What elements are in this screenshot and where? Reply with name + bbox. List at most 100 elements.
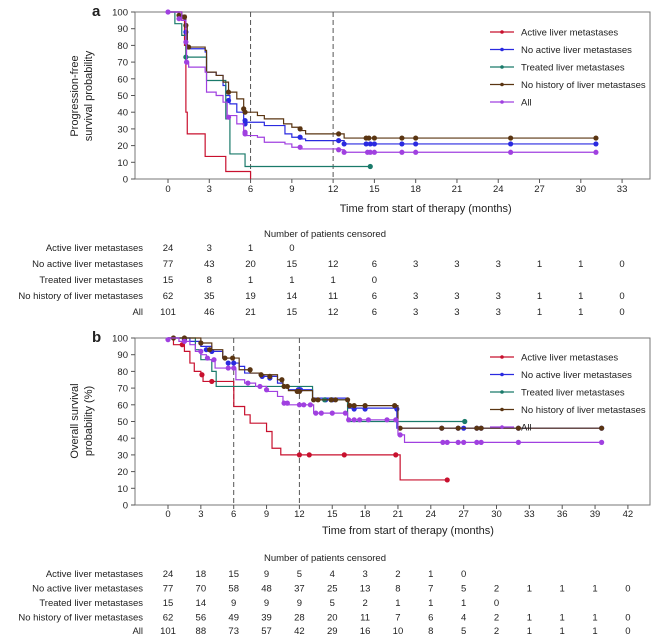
table-cell: 1	[537, 291, 542, 302]
censor-mark	[318, 410, 324, 416]
y-axis-title: Overall survival	[69, 383, 81, 458]
x-tick-label: 21	[452, 184, 463, 195]
censor-mark	[366, 135, 372, 141]
x-tick-label: 33	[617, 184, 628, 195]
table-cell: 0	[625, 613, 630, 624]
censor-mark	[365, 417, 371, 423]
table-cell: 3	[454, 259, 459, 270]
table-cell: 77	[163, 584, 174, 595]
table-cell: 1	[560, 626, 565, 637]
censor-mark	[231, 360, 237, 366]
table-cell: 12	[328, 259, 339, 270]
censor-mark	[211, 357, 217, 363]
censor-mark	[165, 9, 171, 15]
censor-mark	[367, 163, 373, 170]
censor-mark	[351, 417, 357, 423]
censor-mark	[336, 137, 342, 144]
table-cell: 15	[163, 598, 174, 609]
censor-mark	[462, 418, 468, 425]
legend-label: Treated liver metastases	[521, 63, 625, 74]
table-cell: 77	[163, 259, 174, 270]
table-cell: 6	[372, 307, 377, 318]
y-tick-label: 30	[117, 124, 128, 135]
table-cell: 0	[625, 626, 630, 637]
table-cell: 19	[245, 291, 256, 302]
table-cell: 1	[578, 307, 583, 318]
table-cell: 14	[287, 291, 298, 302]
table-cell: 42	[294, 626, 305, 637]
censor-mark	[397, 425, 403, 431]
censor-mark	[315, 397, 321, 403]
censor-mark	[296, 388, 302, 395]
x-tick-label: 15	[369, 184, 380, 195]
x-tick-label: 30	[576, 184, 587, 195]
censor-mark	[440, 439, 446, 445]
table-cell: 1	[560, 613, 565, 624]
table-cell: 1	[330, 275, 335, 286]
censor-mark	[455, 425, 461, 431]
legend-label: All	[521, 423, 532, 434]
censor-mark	[593, 149, 599, 155]
y-tick-label: 40	[117, 434, 128, 445]
table-cell: 3	[413, 291, 418, 302]
table-cell: 3	[496, 291, 501, 302]
censor-mark	[399, 141, 405, 147]
table-cell: 1	[248, 275, 253, 286]
table-cell: 3	[362, 569, 367, 580]
censor-mark	[393, 452, 399, 458]
table-row-label: All	[132, 626, 143, 637]
censor-mark	[367, 149, 373, 155]
y-tick-label: 0	[123, 501, 128, 512]
censor-mark	[336, 147, 342, 153]
x-tick-label: 42	[623, 509, 634, 520]
x-tick-label: 3	[207, 184, 212, 195]
table-cell: 1	[461, 598, 466, 609]
censor-mark	[444, 439, 450, 445]
table-cell: 10	[393, 626, 404, 637]
censor-mark	[455, 439, 461, 445]
table-cell: 0	[494, 598, 499, 609]
table-cell: 7	[395, 613, 400, 624]
censor-mark	[399, 135, 405, 141]
censor-mark	[413, 149, 419, 155]
table-cell: 49	[228, 613, 239, 624]
survival-curve	[168, 337, 448, 481]
legend-label: Active liver metastases	[521, 28, 618, 39]
table-row-label: Treated liver metastases	[39, 275, 143, 286]
y-tick-label: 60	[117, 74, 128, 85]
legend-marker	[500, 390, 504, 394]
censor-mark	[508, 135, 514, 141]
table-cell: 62	[163, 613, 174, 624]
x-tick-label: 0	[165, 184, 170, 195]
table-cell: 20	[327, 613, 338, 624]
censor-mark	[478, 439, 484, 445]
x-tick-label: 33	[524, 509, 535, 520]
table-cell: 48	[261, 584, 272, 595]
censor-mark	[347, 403, 353, 409]
table-cell: 21	[245, 307, 256, 318]
table-cell: 28	[294, 613, 305, 624]
table-cell: 6	[372, 259, 377, 270]
censor-mark	[186, 44, 192, 50]
x-tick-label: 27	[534, 184, 545, 195]
censor-mark	[515, 425, 522, 431]
y-tick-label: 10	[117, 158, 128, 169]
table-cell: 5	[330, 598, 335, 609]
table-cell: 15	[287, 307, 298, 318]
censor-mark	[297, 144, 303, 150]
table-row-label: No active liver metastases	[32, 259, 143, 270]
table-cell: 1	[592, 584, 597, 595]
x-tick-label: 0	[165, 509, 170, 520]
table-row-label: Active liver metastases	[46, 243, 143, 254]
censor-mark	[204, 355, 211, 361]
table-cell: 73	[228, 626, 239, 637]
y-axis-title: probability (%)	[83, 386, 95, 456]
censor-mark	[225, 365, 231, 371]
legend-label: No history of liver metastases	[521, 405, 646, 416]
table-cell: 3	[413, 259, 418, 270]
table-cell: 2	[362, 598, 367, 609]
table-cell: 1	[537, 307, 542, 318]
table-cell: 3	[413, 307, 418, 318]
censor-mark	[341, 149, 347, 155]
